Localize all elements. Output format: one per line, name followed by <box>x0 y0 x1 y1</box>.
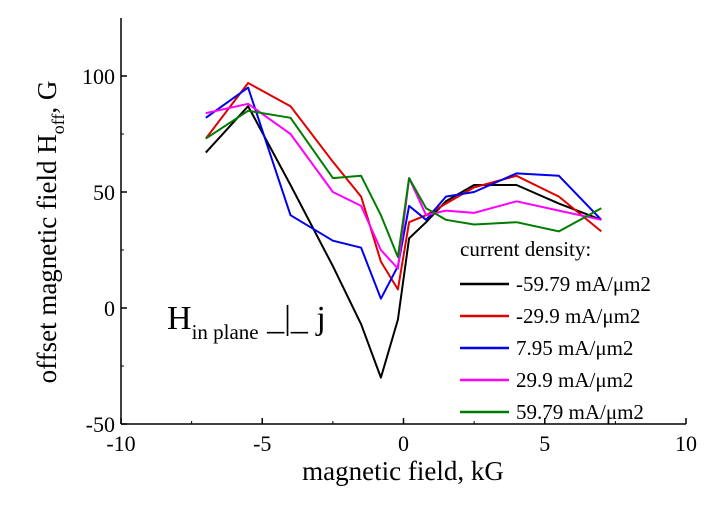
y-tick-label: 50 <box>93 180 115 205</box>
legend-label-2: -29.9 mA/μm2 <box>516 304 640 328</box>
series-line-3 <box>205 86 603 300</box>
series-line-2 <box>205 82 602 291</box>
annotation-tail: _|_ j <box>259 300 326 337</box>
legend: current density: -59.79 mA/μm2 -29.9 mA/μ… <box>460 237 651 424</box>
y-tick-label: 100 <box>82 64 115 89</box>
y-tick-label: -50 <box>86 412 115 437</box>
annotation: Hin plane _|_ j <box>167 300 326 344</box>
y-axis-title-sub: off <box>48 114 68 135</box>
annotation-sub: in plane <box>192 320 259 344</box>
series-line-1 <box>205 105 602 379</box>
x-tick-label: -10 <box>106 431 135 456</box>
legend-title: current density: <box>460 237 591 261</box>
legend-label-5: 59.79 mA/μm2 <box>516 400 644 424</box>
annotation-main: H <box>167 300 192 337</box>
y-axis-title-main: offset magnetic field H <box>32 134 62 383</box>
x-tick-label: 5 <box>539 431 550 456</box>
x-tick-label: 10 <box>675 431 697 456</box>
series-layer <box>205 82 603 379</box>
legend-label-1: -59.79 mA/μm2 <box>516 272 651 296</box>
x-axis-title: magnetic field, kG <box>302 456 504 486</box>
legend-label-4: 29.9 mA/μm2 <box>516 368 633 392</box>
y-axis-title-tail: , G <box>32 81 62 114</box>
y-axis-title: offset magnetic field Hoff, G <box>32 81 68 384</box>
legend-label-3: 7.95 mA/μm2 <box>516 336 633 360</box>
x-tick-label: 0 <box>398 431 409 456</box>
y-tick-label: 0 <box>104 296 115 321</box>
x-tick-label: -5 <box>253 431 271 456</box>
series-line-5 <box>205 109 602 258</box>
